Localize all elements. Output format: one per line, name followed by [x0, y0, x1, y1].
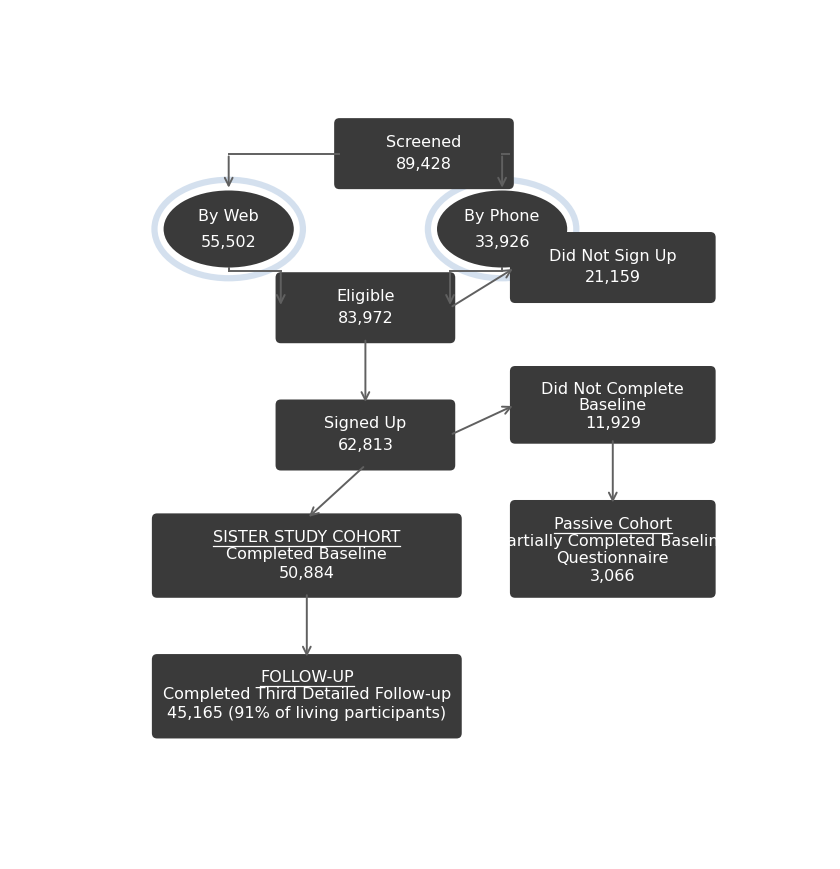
Text: Baseline: Baseline — [579, 397, 647, 412]
FancyBboxPatch shape — [510, 233, 716, 303]
FancyBboxPatch shape — [152, 514, 462, 598]
Text: Questionnaire: Questionnaire — [557, 550, 669, 566]
Text: 33,926: 33,926 — [475, 235, 530, 249]
FancyBboxPatch shape — [276, 400, 455, 471]
Text: 21,159: 21,159 — [585, 270, 641, 285]
Text: By Web: By Web — [198, 209, 259, 224]
Text: SISTER STUDY COHORT: SISTER STUDY COHORT — [213, 530, 401, 545]
Text: 11,929: 11,929 — [585, 415, 641, 430]
Text: 83,972: 83,972 — [338, 310, 393, 325]
Text: 3,066: 3,066 — [590, 568, 636, 583]
Text: Passive Cohort: Passive Cohort — [554, 516, 672, 531]
FancyBboxPatch shape — [334, 119, 514, 190]
Text: Did Not Sign Up: Did Not Sign Up — [549, 249, 676, 263]
Text: 55,502: 55,502 — [201, 235, 256, 249]
FancyBboxPatch shape — [510, 367, 716, 444]
Text: 89,428: 89,428 — [396, 156, 452, 171]
Text: Partially Completed Baseline: Partially Completed Baseline — [497, 534, 728, 548]
Text: By Phone: By Phone — [465, 209, 540, 224]
Text: Completed Baseline: Completed Baseline — [227, 547, 387, 561]
Ellipse shape — [437, 191, 567, 269]
Text: Did Not Complete: Did Not Complete — [542, 381, 684, 396]
Text: Screened: Screened — [386, 135, 462, 150]
Text: Eligible: Eligible — [336, 289, 395, 304]
Text: Signed Up: Signed Up — [324, 416, 407, 431]
FancyBboxPatch shape — [152, 654, 462, 739]
Text: Completed Third Detailed Follow-up: Completed Third Detailed Follow-up — [163, 687, 451, 701]
Text: 62,813: 62,813 — [338, 437, 393, 453]
FancyBboxPatch shape — [276, 273, 455, 344]
Ellipse shape — [164, 191, 294, 269]
Text: 50,884: 50,884 — [279, 566, 335, 580]
Text: FOLLOW-UP: FOLLOW-UP — [260, 669, 354, 684]
FancyBboxPatch shape — [510, 501, 716, 598]
Text: 45,165 (91% of living participants): 45,165 (91% of living participants) — [167, 705, 446, 720]
